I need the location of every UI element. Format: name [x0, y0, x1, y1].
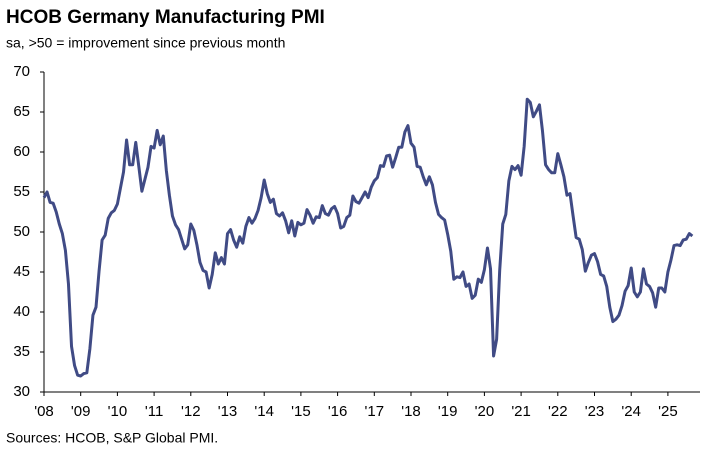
x-tick-label: '10 — [108, 403, 128, 420]
y-tick-label: 55 — [13, 183, 30, 200]
chart-subtitle: sa, >50 = improvement since previous mon… — [6, 35, 285, 51]
x-tick-label: '21 — [511, 403, 531, 420]
y-tick-label: 45 — [13, 263, 30, 280]
x-tick-label: '23 — [585, 403, 605, 420]
x-tick-label: '11 — [145, 403, 163, 420]
x-tick-label: '17 — [365, 403, 385, 420]
x-tick-label: '12 — [181, 403, 201, 420]
y-tick-label: 60 — [13, 143, 30, 160]
y-tick-label: 40 — [13, 303, 30, 320]
x-tick-label: '24 — [621, 403, 641, 420]
x-tick-label: '14 — [254, 403, 274, 420]
x-tick-label: '20 — [475, 403, 495, 420]
x-tick-label: '22 — [548, 403, 568, 420]
x-tick-label: '25 — [658, 403, 678, 420]
x-tick-label: '13 — [218, 403, 238, 420]
chart-title: HCOB Germany Manufacturing PMI — [6, 7, 325, 28]
x-tick-label: '15 — [291, 403, 311, 420]
y-tick-label: 30 — [13, 383, 30, 400]
x-tick-label: '19 — [438, 403, 458, 420]
source-note: Sources: HCOB, S&P Global PMI. — [6, 430, 218, 446]
y-tick-label: 50 — [13, 223, 30, 240]
data-line — [42, 97, 694, 378]
y-tick-label: 65 — [13, 103, 30, 120]
x-tick-label: '08 — [34, 403, 54, 420]
x-tick-label: '18 — [401, 403, 421, 420]
x-tick-label: '16 — [328, 403, 348, 420]
y-tick-label: 35 — [13, 343, 30, 360]
x-tick-label: '09 — [71, 403, 91, 420]
y-tick-label: 70 — [13, 63, 30, 80]
